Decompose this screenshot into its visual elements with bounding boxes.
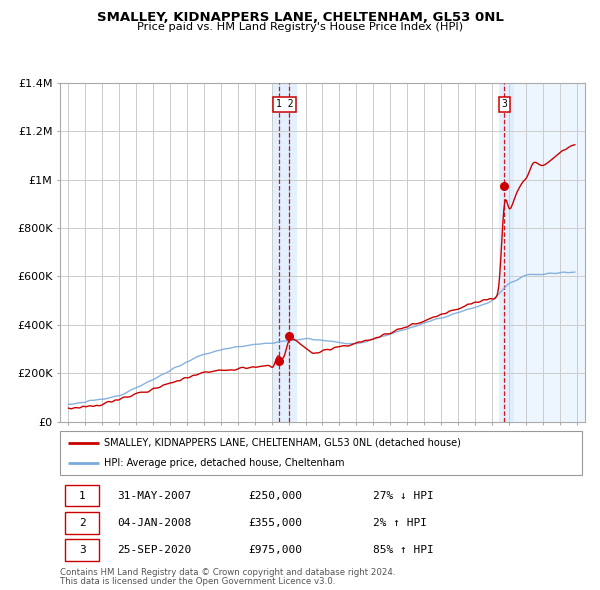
Bar [272, 83, 297, 422]
Text: 3: 3 [501, 99, 507, 109]
Text: £355,000: £355,000 [248, 518, 302, 528]
Text: 31-MAY-2007: 31-MAY-2007 [118, 491, 191, 501]
Bar [499, 83, 514, 422]
Text: £975,000: £975,000 [248, 545, 302, 555]
Text: 2% ↑ HPI: 2% ↑ HPI [373, 518, 427, 528]
Text: 85% ↑ HPI: 85% ↑ HPI [373, 545, 434, 555]
Text: £250,000: £250,000 [248, 491, 302, 501]
FancyBboxPatch shape [60, 431, 582, 475]
Text: Price paid vs. HM Land Registry's House Price Index (HPI): Price paid vs. HM Land Registry's House … [137, 22, 463, 32]
FancyBboxPatch shape [65, 512, 99, 534]
Text: Contains HM Land Registry data © Crown copyright and database right 2024.: Contains HM Land Registry data © Crown c… [60, 568, 395, 576]
Text: 04-JAN-2008: 04-JAN-2008 [118, 518, 191, 528]
Text: 27% ↓ HPI: 27% ↓ HPI [373, 491, 434, 501]
Text: 1 2: 1 2 [275, 99, 293, 109]
FancyBboxPatch shape [65, 539, 99, 561]
Bar [509, 83, 585, 422]
Text: SMALLEY, KIDNAPPERS LANE, CHELTENHAM, GL53 0NL (detached house): SMALLEY, KIDNAPPERS LANE, CHELTENHAM, GL… [104, 438, 461, 448]
Text: 25-SEP-2020: 25-SEP-2020 [118, 545, 191, 555]
Text: 2: 2 [79, 518, 86, 528]
FancyBboxPatch shape [65, 485, 99, 506]
Text: 3: 3 [79, 545, 86, 555]
Text: 1: 1 [79, 491, 86, 501]
Text: This data is licensed under the Open Government Licence v3.0.: This data is licensed under the Open Gov… [60, 577, 335, 586]
Text: HPI: Average price, detached house, Cheltenham: HPI: Average price, detached house, Chel… [104, 458, 345, 468]
Text: SMALLEY, KIDNAPPERS LANE, CHELTENHAM, GL53 0NL: SMALLEY, KIDNAPPERS LANE, CHELTENHAM, GL… [97, 11, 503, 24]
